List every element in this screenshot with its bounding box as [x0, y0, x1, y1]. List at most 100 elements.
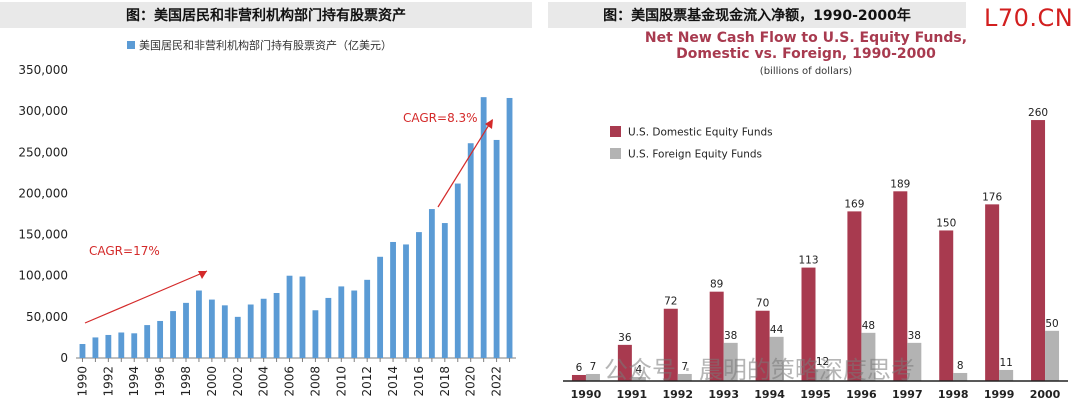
left-bar — [312, 310, 319, 358]
left-x-tick-label: 2008 — [308, 366, 322, 397]
right-legend: U.S. Domestic Equity Funds U.S. Foreign E… — [610, 126, 773, 161]
left-x-tick-label: 1996 — [153, 366, 167, 397]
right-x-axis: 1990 1991 1992 1993 1994 1995 1996 1997 1998 1999… — [563, 380, 1068, 401]
domestic-value-label: 189 — [890, 178, 910, 190]
domestic-value-label: 260 — [1028, 107, 1048, 119]
domestic-bar — [893, 191, 908, 381]
domestic-value-label: 70 — [756, 298, 769, 310]
left-bar — [506, 97, 513, 358]
domestic-value-label: 6 — [576, 362, 583, 374]
left-bar — [416, 232, 422, 358]
left-bar — [325, 297, 332, 358]
left-y-tick-label: 150,000 — [18, 228, 68, 242]
domestic-bar — [801, 267, 816, 381]
left-x-tick-label: 2002 — [231, 366, 245, 397]
domestic-value-label: 169 — [844, 198, 864, 210]
right-x-tick-label: 1992 — [662, 388, 693, 401]
right-chart: Net New Cash Flow to U.S. Equity Funds, … — [563, 30, 1068, 401]
left-x-tick-label: 2022 — [490, 366, 504, 397]
left-x-tick-label: 2020 — [464, 366, 478, 397]
left-x-tick-label: 1998 — [179, 366, 193, 397]
cagr-83-label: CAGR=8.3% — [403, 111, 478, 125]
left-x-tick-label: 1994 — [127, 366, 141, 397]
left-bar — [247, 304, 254, 358]
left-bar — [493, 139, 500, 358]
domestic-bar — [1031, 120, 1046, 382]
domestic-value-label: 176 — [982, 191, 1002, 203]
wechat-watermark: 公众号 · 晨明的策略深度思考 — [604, 356, 915, 384]
right-legend-swatch — [610, 148, 621, 159]
left-bar — [390, 241, 396, 358]
foreign-bar — [861, 332, 876, 381]
left-x-tick-label: 2000 — [205, 366, 219, 397]
left-chart: 美国居民和非营利机构部门持有股票资产（亿美元） 0 50,000 100,000 15… — [18, 38, 516, 397]
right-x-tick-label: 1999 — [984, 388, 1015, 401]
left-x-tick-label: 2010 — [334, 366, 348, 397]
foreign-bar — [769, 336, 784, 381]
right-chart-panel: 图：美国股票基金现金流入净额，1990-2000年 Net New Cash F… — [548, 0, 1080, 409]
left-bar — [441, 223, 448, 358]
left-x-tick-label: 1990 — [75, 366, 89, 397]
left-x-axis: 1990 1992 1994 1996 1998 2000 2002 2004 2006 2008… — [75, 358, 511, 397]
cagr-17-arrowhead — [198, 271, 207, 279]
left-y-tick-label: 300,000 — [18, 104, 68, 118]
domestic-value-label: 36 — [618, 332, 632, 344]
left-bar — [183, 302, 189, 358]
left-legend: 美国居民和非营利机构部门持有股票资产（亿美元） — [127, 38, 392, 52]
left-x-tick-label: 2006 — [283, 366, 297, 397]
cagr-83-arrow — [437, 119, 493, 208]
left-bar — [157, 320, 164, 358]
left-legend-label: 美国居民和非营利机构部门持有股票资产（亿美元） — [139, 38, 392, 52]
foreign-value-label: 11 — [999, 357, 1012, 369]
right-x-tick-label: 1993 — [708, 388, 739, 401]
left-bar — [131, 333, 138, 358]
left-bars — [79, 97, 513, 358]
left-x-tick-label: 2018 — [438, 366, 452, 397]
foreign-value-label: 7 — [681, 361, 688, 373]
foreign-bar — [585, 373, 600, 381]
foreign-bar — [1045, 330, 1060, 381]
cagr-83-arrowhead — [485, 119, 493, 129]
foreign-value-label: 50 — [1045, 318, 1058, 330]
foreign-value-label: 7 — [590, 361, 597, 373]
left-chart-panel: 图：美国居民和非营利机构部门持有股票资产 美国居民和非营利机构部门持有股票资产（… — [0, 0, 532, 409]
foreign-value-label: 44 — [770, 324, 784, 336]
left-bar — [221, 305, 228, 358]
foreign-bar — [723, 342, 738, 381]
left-bar — [299, 276, 306, 358]
left-bar — [467, 143, 474, 358]
right-subtitle: (billions of dollars) — [760, 66, 852, 77]
foreign-value-label: 12 — [816, 356, 829, 368]
right-bars: 6 736472789387044113121694818938150817611… — [571, 107, 1060, 382]
foreign-value-label: 48 — [862, 320, 875, 332]
cagr-17-label: CAGR=17% — [89, 244, 160, 258]
right-x-tick-label: 2000 — [1030, 388, 1061, 401]
left-bar — [118, 332, 125, 358]
left-y-axis: 0 50,000 100,000 150,000 200,000 250,000 300,0… — [18, 63, 516, 365]
left-bar — [196, 290, 202, 358]
left-bar — [403, 244, 409, 358]
right-title-line2: Domestic vs. Foreign, 1990-2000 — [676, 46, 936, 62]
left-y-tick-label: 100,000 — [18, 269, 68, 283]
domestic-bar — [939, 230, 954, 381]
domestic-bar — [571, 374, 586, 381]
domestic-bar — [709, 291, 724, 381]
left-bar — [351, 290, 358, 358]
left-x-tick-label: 1992 — [101, 366, 115, 397]
foreign-value-label: 4 — [636, 364, 643, 376]
left-chart-caption: 图：美国居民和非营利机构部门持有股票资产 — [0, 2, 532, 28]
left-y-tick-label: 250,000 — [18, 145, 68, 159]
domestic-bar — [617, 344, 632, 381]
left-y-tick-label: 200,000 — [18, 186, 68, 200]
left-legend-swatch — [127, 41, 135, 49]
domestic-value-label: 72 — [664, 296, 677, 308]
site-watermark: L70.CN — [984, 4, 1074, 32]
right-x-tick-label: 1997 — [892, 388, 923, 401]
right-x-tick-label: 1996 — [846, 388, 877, 401]
foreign-bar — [907, 342, 922, 381]
domestic-value-label: 89 — [710, 279, 723, 291]
left-bar — [92, 337, 99, 358]
right-x-tick-label: 1991 — [617, 388, 648, 401]
domestic-bar — [847, 211, 862, 381]
foreign-value-label: 38 — [724, 330, 737, 342]
